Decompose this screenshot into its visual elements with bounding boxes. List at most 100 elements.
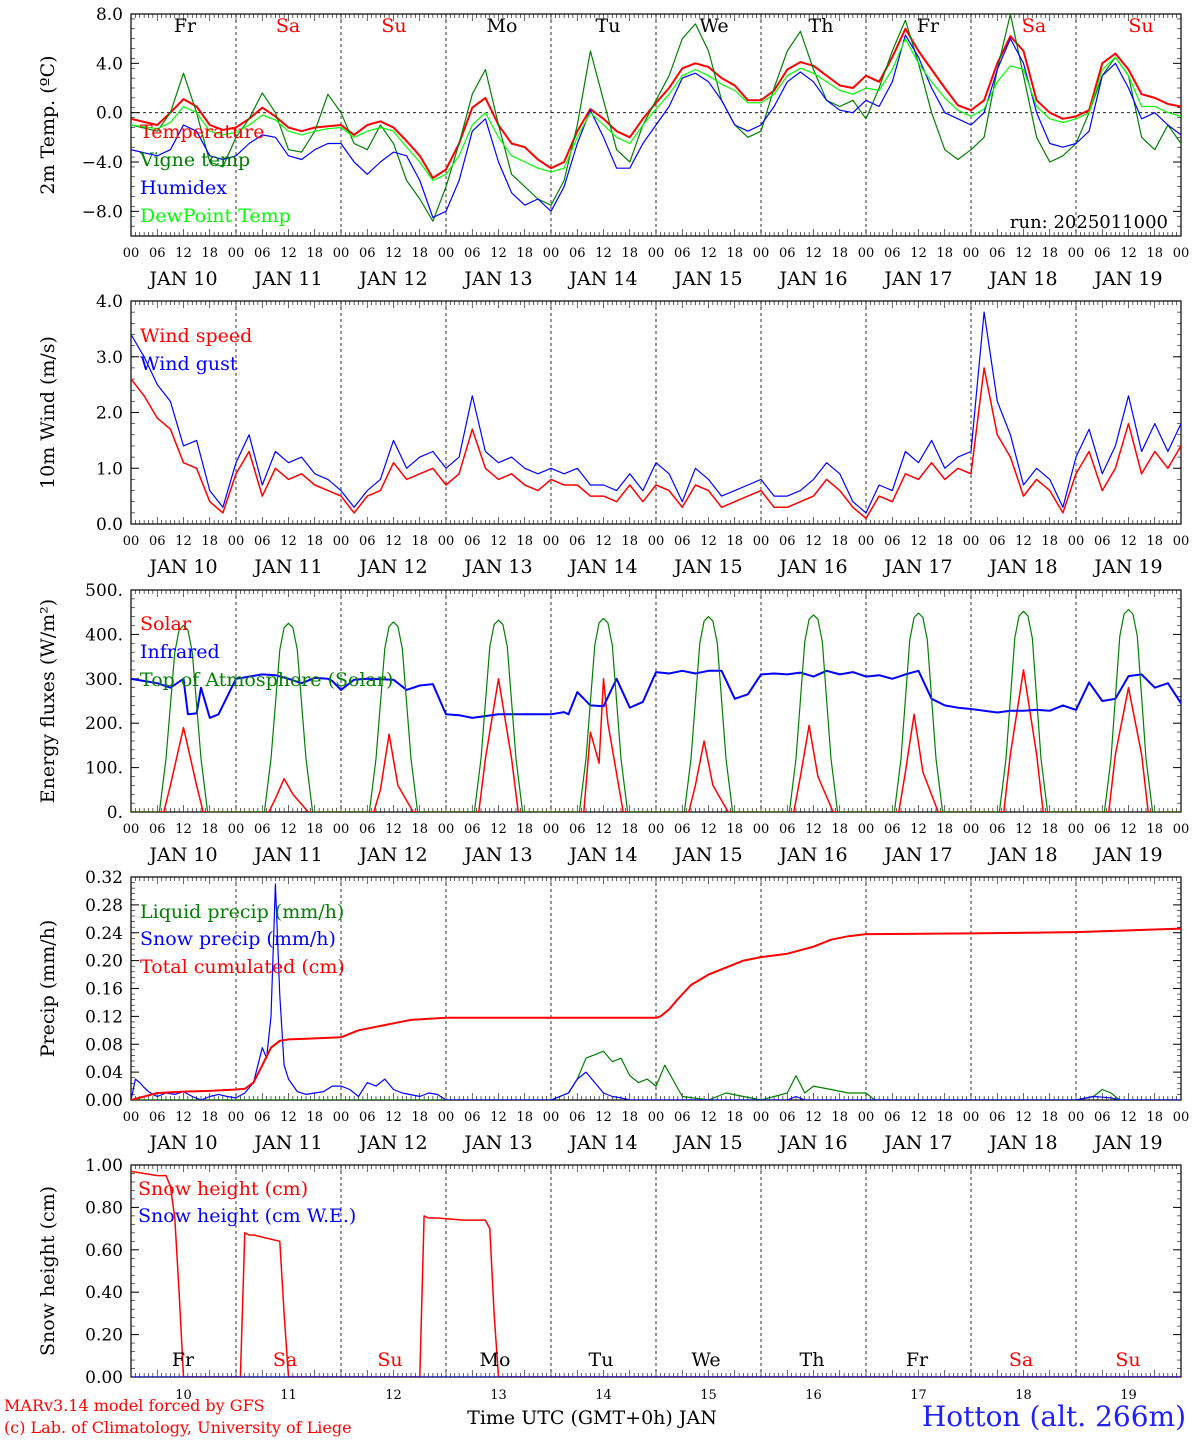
station-name: Hotton (alt. 266m) bbox=[921, 1400, 1186, 1433]
x-hour-label: 00 bbox=[648, 246, 665, 261]
x-hour-label: 18 bbox=[831, 1110, 848, 1125]
x-date-label: JAN 11 bbox=[252, 1132, 322, 1154]
y-tick-label: 0.08 bbox=[85, 1035, 123, 1055]
y-tick-label: 0.0 bbox=[96, 515, 123, 535]
y-tick-label: 8.0 bbox=[96, 5, 123, 25]
x-date-label: JAN 14 bbox=[567, 844, 637, 866]
x-hour-label: 00 bbox=[333, 1110, 350, 1125]
series-line-vigne-temp bbox=[131, 14, 1181, 222]
series-line-snow-precip-mm-h- bbox=[131, 883, 1181, 1100]
x-hour-label: 18 bbox=[936, 1110, 953, 1125]
x-hour-label: 12 bbox=[1120, 534, 1137, 549]
x-hour-label: 06 bbox=[674, 1110, 691, 1125]
y-tick-label: 0.80 bbox=[85, 1198, 123, 1218]
x-hour-label: 12 bbox=[805, 534, 822, 549]
x-hour-label: 06 bbox=[569, 534, 586, 549]
x-hour-label: 12 bbox=[700, 822, 717, 837]
y-tick-label: 0.40 bbox=[85, 1283, 123, 1303]
x-date-label: JAN 16 bbox=[777, 844, 847, 866]
x-hour-label: 00 bbox=[648, 822, 665, 837]
x-date-label: JAN 17 bbox=[882, 556, 952, 578]
x-day-number: 11 bbox=[280, 1388, 297, 1403]
weekday-label-top: Sa bbox=[1022, 15, 1046, 37]
x-hour-label: 18 bbox=[621, 534, 638, 549]
y-tick-label: 2.0 bbox=[96, 404, 123, 424]
x-hour-label: 06 bbox=[149, 246, 166, 261]
x-date-label: JAN 10 bbox=[147, 844, 217, 866]
x-date-label: JAN 17 bbox=[882, 844, 952, 866]
x-day-number: 12 bbox=[385, 1388, 402, 1403]
x-hour-label: 00 bbox=[1068, 1110, 1085, 1125]
x-hour-label: 00 bbox=[333, 822, 350, 837]
weekday-label-bottom: Su bbox=[1115, 1349, 1140, 1371]
x-day-number: 10 bbox=[175, 1388, 192, 1403]
x-hour-label: 12 bbox=[910, 1110, 927, 1125]
x-hour-label: 12 bbox=[595, 246, 612, 261]
panel-precip: 0.00 0.04 0.08 0.12 0.16 0.20 0.24 0.28 0.32 Prec… bbox=[37, 868, 1189, 1154]
legend-entry: Humidex bbox=[140, 177, 227, 199]
x-hour-label: 18 bbox=[411, 822, 428, 837]
y-tick-label: 4.0 bbox=[96, 54, 123, 74]
weekday-label-bottom: Tu bbox=[589, 1349, 614, 1371]
x-date-label: JAN 15 bbox=[672, 556, 742, 578]
y-tick-label: 0.32 bbox=[85, 868, 123, 888]
x-hour-label: 18 bbox=[831, 534, 848, 549]
y-tick-label: 1.0 bbox=[96, 459, 123, 479]
x-date-label: JAN 19 bbox=[1092, 268, 1162, 290]
x-hour-label: 06 bbox=[464, 822, 481, 837]
series-line-infrared bbox=[131, 669, 1181, 719]
y-tick-label: 0.00 bbox=[85, 1368, 123, 1388]
x-date-label: JAN 14 bbox=[567, 268, 637, 290]
x-hour-label: 18 bbox=[516, 1110, 533, 1125]
x-hour-label: 12 bbox=[910, 534, 927, 549]
x-hour-label: 18 bbox=[411, 1110, 428, 1125]
x-hour-label: 06 bbox=[569, 1110, 586, 1125]
weekday-label-top: Fr bbox=[917, 15, 940, 37]
plot-frame bbox=[130, 300, 1182, 525]
x-date-label: JAN 17 bbox=[882, 268, 952, 290]
x-hour-label: 18 bbox=[831, 246, 848, 261]
x-hour-label: 06 bbox=[779, 246, 796, 261]
x-hour-label: 00 bbox=[123, 1110, 140, 1125]
x-hour-label: 00 bbox=[753, 822, 770, 837]
x-date-label: JAN 15 bbox=[672, 844, 742, 866]
legend-entry: DewPoint Temp bbox=[140, 205, 291, 227]
y-tick-label: 0.24 bbox=[85, 924, 123, 944]
x-date-label: JAN 16 bbox=[777, 268, 847, 290]
y-tick-label: 100. bbox=[85, 759, 123, 779]
x-date-label: JAN 15 bbox=[672, 268, 742, 290]
x-hour-label: 06 bbox=[149, 534, 166, 549]
x-hour-label: 12 bbox=[1015, 246, 1032, 261]
x-hour-label: 06 bbox=[254, 246, 271, 261]
x-hour-label: 18 bbox=[726, 534, 743, 549]
weekday-label-bottom: Fr bbox=[906, 1349, 929, 1371]
series-line-temperature bbox=[131, 27, 1181, 179]
x-hour-label: 18 bbox=[726, 1110, 743, 1125]
x-hour-label: 12 bbox=[490, 246, 507, 261]
x-hour-label: 12 bbox=[385, 534, 402, 549]
x-hour-label: 06 bbox=[254, 1110, 271, 1125]
y-tick-label: 1.00 bbox=[85, 1156, 123, 1176]
x-hour-label: 18 bbox=[201, 246, 218, 261]
credit-model: MARv3.14 model forced by GFS bbox=[4, 1396, 265, 1415]
y-tick-label: 0.0 bbox=[96, 104, 123, 124]
x-hour-label: 06 bbox=[674, 822, 691, 837]
series-line-humidex bbox=[131, 34, 1181, 219]
x-hour-label: 12 bbox=[175, 1110, 192, 1125]
y-tick-label: 200. bbox=[85, 714, 123, 734]
legend-entry: Snow height (cm W.E.) bbox=[138, 1205, 356, 1227]
y-tick-label: 0.00 bbox=[85, 1091, 123, 1111]
weekday-label-bottom: Th bbox=[800, 1349, 825, 1371]
x-hour-label: 12 bbox=[1120, 822, 1137, 837]
x-hour-label: 06 bbox=[149, 822, 166, 837]
x-hour-label: 00 bbox=[858, 246, 875, 261]
x-hour-label: 12 bbox=[805, 822, 822, 837]
x-hour-label: 06 bbox=[1094, 1110, 1111, 1125]
x-date-label: JAN 18 bbox=[987, 556, 1057, 578]
x-date-label: JAN 18 bbox=[987, 268, 1057, 290]
x-hour-label: 18 bbox=[831, 822, 848, 837]
x-hour-label: 18 bbox=[726, 246, 743, 261]
x-hour-label: 00 bbox=[228, 1110, 245, 1125]
y-axis-label: Precip (mm/h) bbox=[37, 920, 59, 1058]
